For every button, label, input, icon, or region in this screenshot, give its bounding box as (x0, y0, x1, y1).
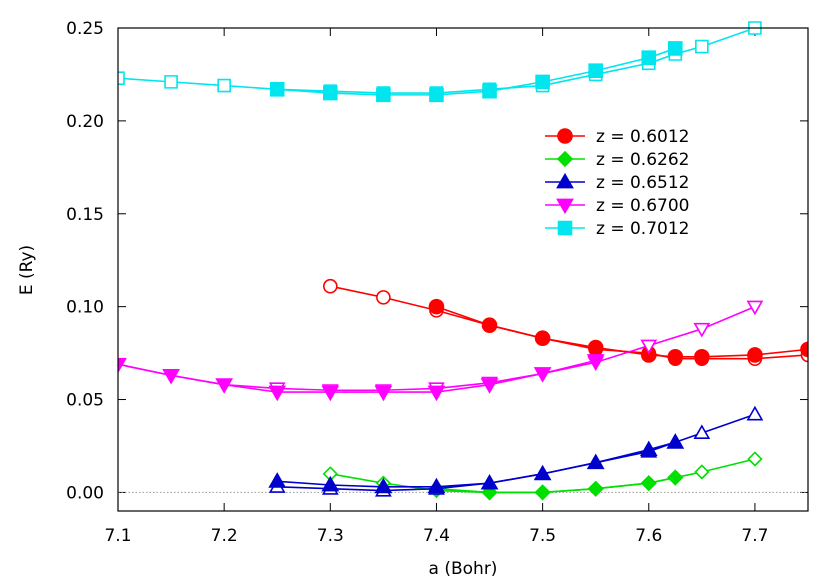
data-point-filled (376, 87, 391, 103)
legend-label: z = 0.6012 (596, 127, 689, 147)
data-point-filled (534, 484, 551, 501)
data-point-filled (269, 82, 285, 97)
data-point-open (693, 322, 711, 338)
y-tick-label: 0.15 (66, 205, 104, 225)
data-point-open (747, 451, 763, 467)
plot-frame (117, 27, 809, 512)
data-point-filled (480, 378, 499, 394)
series-3 (118, 300, 764, 402)
data-point-filled (215, 378, 234, 394)
x-tick-label: 7.7 (741, 526, 768, 546)
series-layer (118, 21, 808, 501)
data-point-filled (667, 349, 684, 365)
data-point-filled (533, 464, 552, 481)
data-point-filled (588, 63, 603, 79)
data-point-filled (640, 475, 657, 492)
data-point-open (746, 300, 764, 316)
legend-marker (557, 220, 573, 236)
data-point-filled (118, 357, 127, 374)
x-tick-label: 7.3 (317, 526, 344, 546)
y-tick-label: 0.10 (66, 298, 104, 318)
y-tick-label: 0.25 (66, 19, 104, 39)
data-point-filled (482, 83, 497, 99)
data-point-filled (533, 367, 552, 383)
data-point-filled (668, 41, 683, 56)
data-point-filled (429, 87, 444, 103)
data-point-open (164, 75, 178, 89)
data-point-filled (427, 477, 446, 494)
data-point-filled (321, 475, 340, 492)
data-point-filled (587, 339, 604, 356)
legend-label: z = 0.6700 (596, 196, 689, 216)
x-tick-label: 7.2 (211, 526, 238, 546)
data-point-filled (639, 440, 658, 457)
y-tick-label: 0.00 (66, 483, 104, 503)
data-point-filled (800, 341, 808, 358)
data-point-open (118, 71, 125, 85)
series-2 (268, 405, 764, 497)
series-4 (118, 21, 762, 103)
x-axis-label: a (Bohr) (429, 559, 498, 579)
data-point-filled (534, 330, 551, 347)
y-axis-label: E (Ry) (17, 245, 37, 295)
data-point-open (694, 464, 710, 480)
data-point-open (640, 339, 658, 355)
data-point-filled (747, 347, 763, 363)
data-point-filled (667, 469, 684, 486)
x-tick-label: 7.1 (104, 526, 131, 546)
data-point-filled (587, 480, 604, 497)
legend-marker (556, 198, 574, 215)
data-point-open (746, 405, 764, 421)
data-point-filled (162, 368, 180, 385)
data-point-open (217, 78, 231, 93)
data-point-filled (374, 385, 393, 402)
data-point-filled (428, 298, 445, 315)
data-point-filled (586, 453, 605, 470)
x-tick-label: 7.6 (635, 526, 662, 546)
x-tick-label: 7.5 (529, 526, 556, 546)
legend: z = 0.6012 z = 0.6262 z = 0.6512 z = 0.6700… (545, 127, 689, 239)
data-point-filled (535, 74, 550, 90)
legend-marker (557, 128, 573, 144)
legend-marker (556, 150, 574, 168)
y-tick-label: 0.20 (66, 112, 104, 132)
data-point-filled (323, 85, 338, 101)
data-point-filled (268, 472, 287, 488)
x-tick-label: 7.4 (423, 526, 450, 546)
data-point-filled (481, 317, 498, 334)
plot-background (118, 28, 808, 511)
legend-label: z = 0.7012 (596, 219, 689, 239)
legend-marker (556, 172, 574, 189)
data-point-open (695, 39, 709, 54)
legend-label: z = 0.6512 (596, 173, 689, 193)
data-point-filled (666, 433, 685, 449)
data-point-open (376, 290, 391, 305)
data-point-filled (321, 385, 340, 402)
data-point-filled (374, 477, 393, 494)
data-point-open (693, 424, 711, 440)
data-point-filled (268, 385, 287, 402)
y-tick-label: 0.05 (66, 391, 104, 411)
data-point-filled (480, 474, 499, 490)
data-point-filled (641, 50, 657, 66)
data-point-filled (694, 349, 710, 365)
data-point-open (323, 278, 338, 294)
data-point-filled (427, 385, 446, 402)
series-0 (323, 278, 808, 366)
legend-label: z = 0.6262 (596, 150, 689, 170)
series-line-filled (118, 359, 596, 393)
data-point-filled (586, 354, 605, 370)
tick-labels: 7.1 7.2 7.3 7.4 7.5 7.6 7.7 0.00 0.05 0.10 0.15 0.2… (66, 19, 768, 546)
